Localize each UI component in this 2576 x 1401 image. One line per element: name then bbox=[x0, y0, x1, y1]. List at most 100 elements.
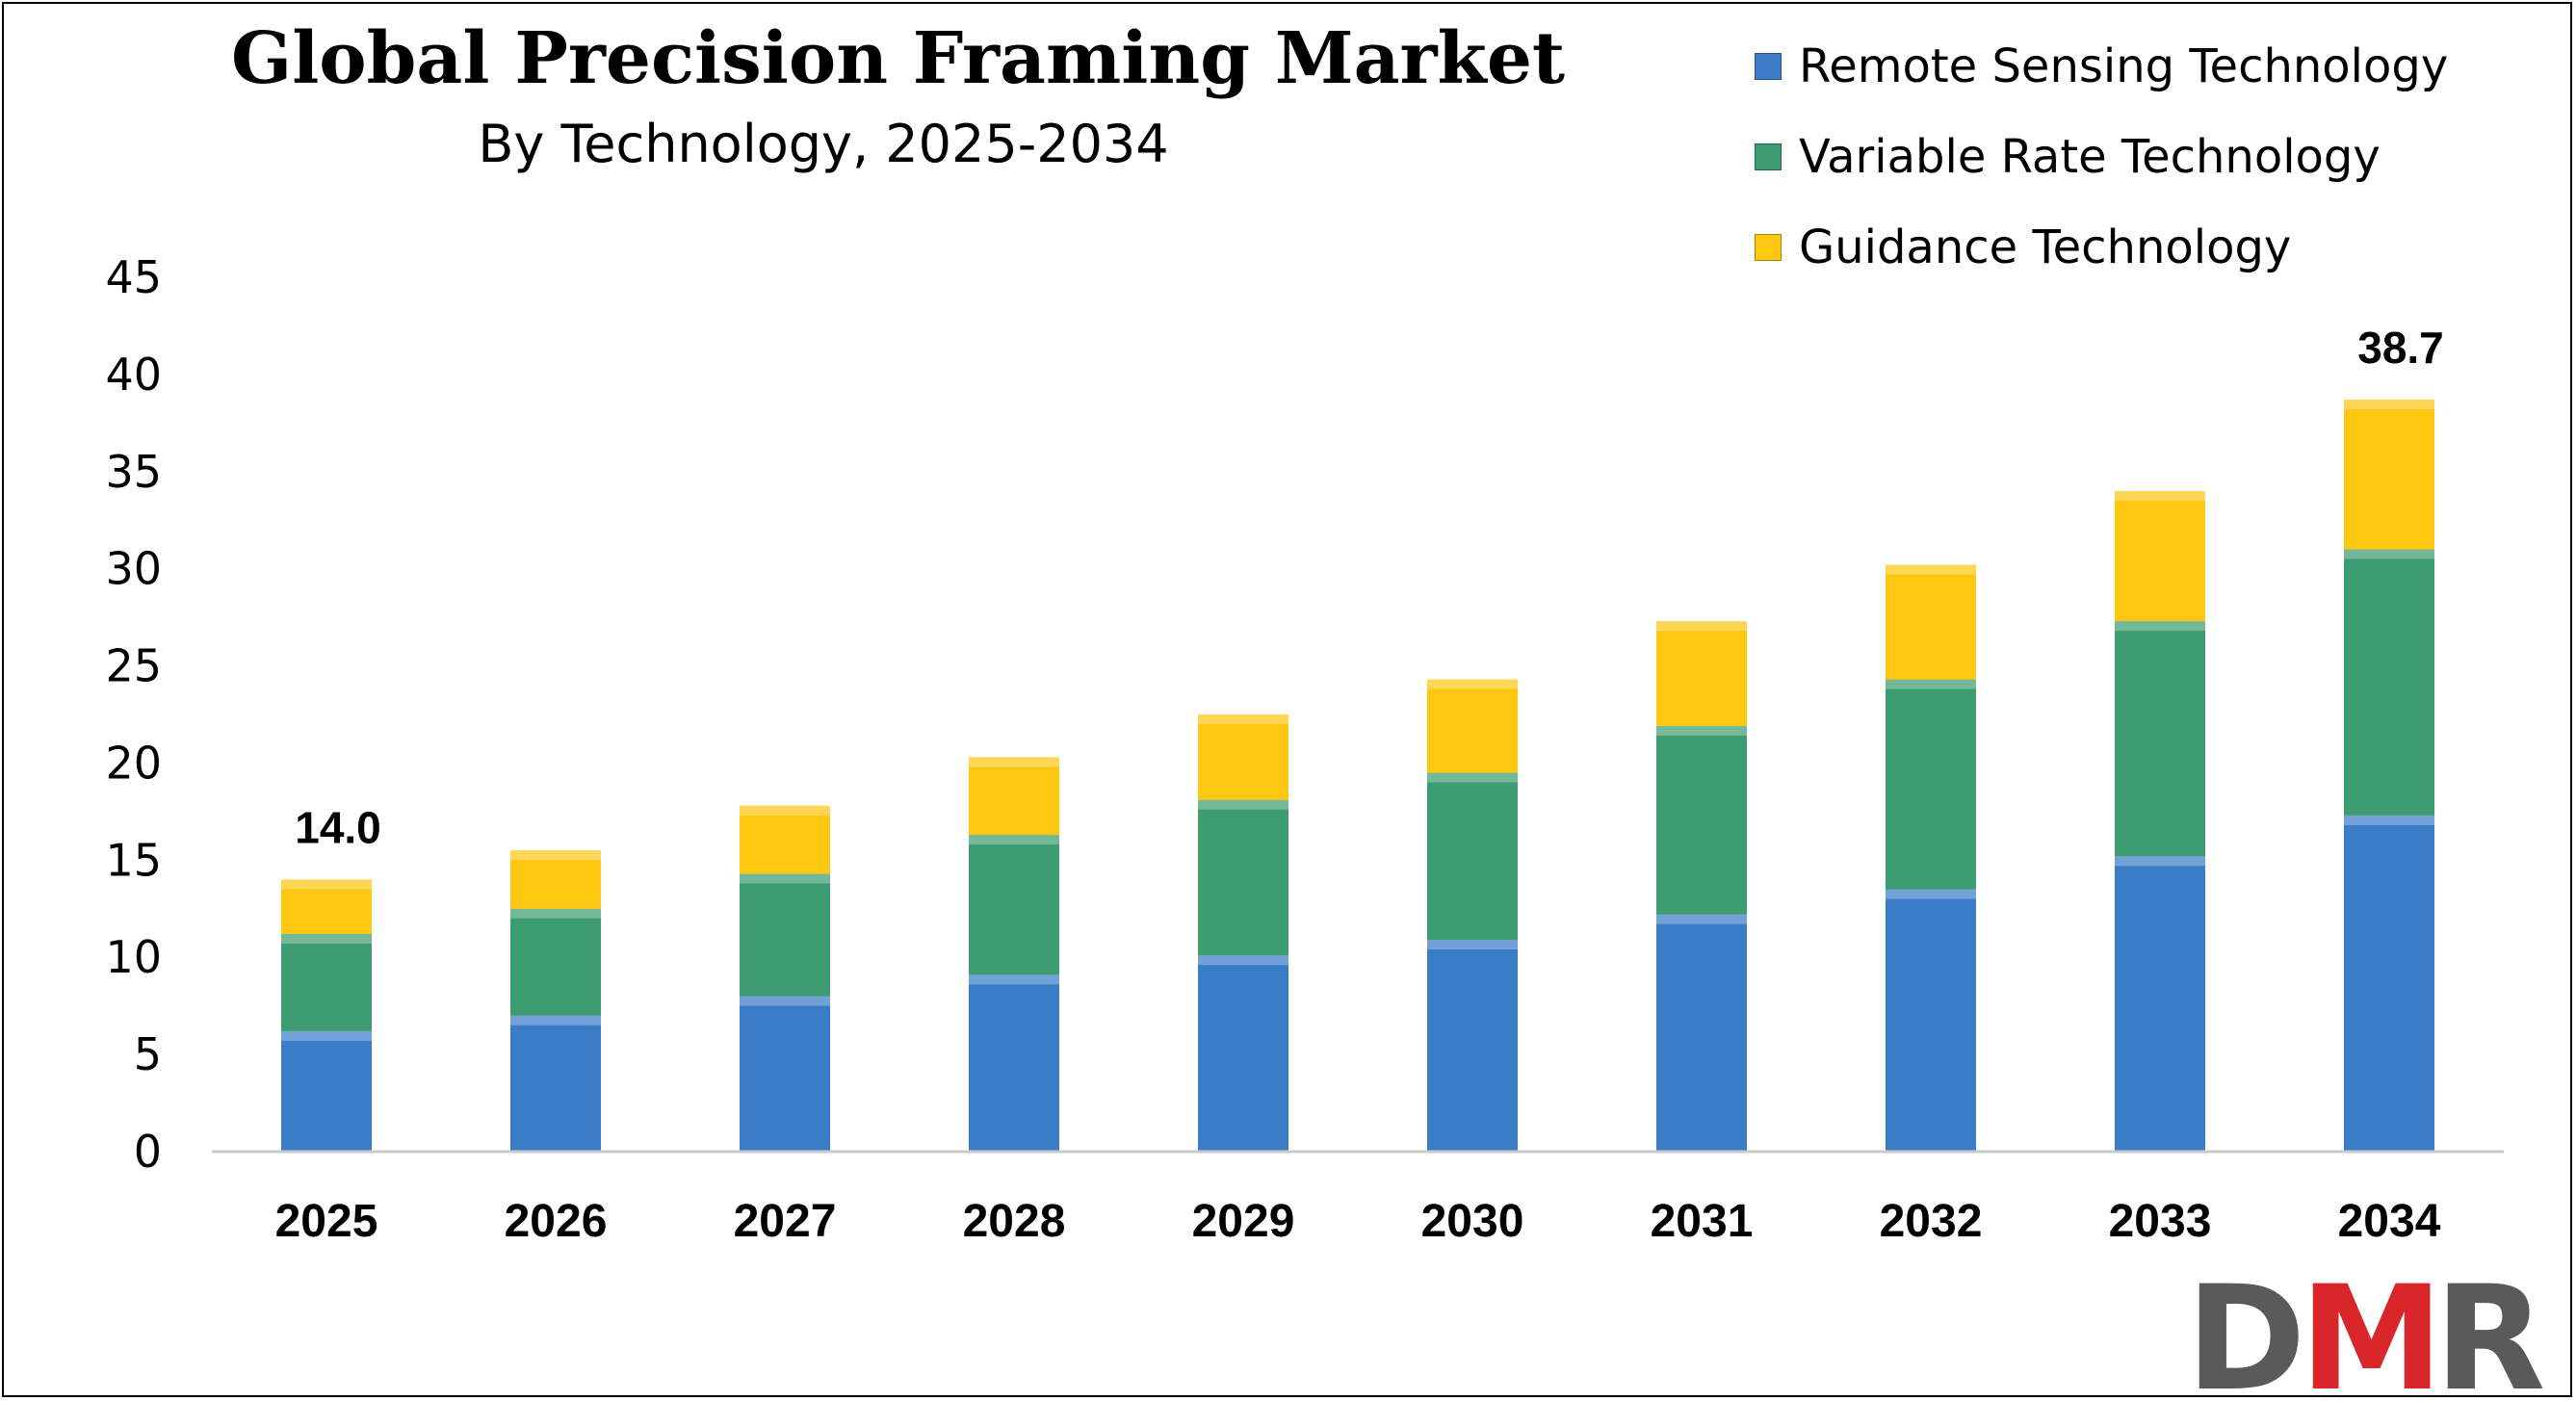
bar-segment-highlight bbox=[1198, 799, 1288, 810]
x-tick-label: 2030 bbox=[1421, 1196, 1524, 1247]
y-tick-label: 15 bbox=[105, 834, 162, 886]
bar-segment bbox=[969, 757, 1059, 836]
bar-segment bbox=[281, 1030, 372, 1152]
bar-segment bbox=[1427, 679, 1518, 773]
bar-segment-highlight bbox=[2344, 549, 2434, 559]
legend-label-guidance: Guidance Technology bbox=[1799, 221, 2292, 274]
legend-label-variable-rate: Variable Rate Technology bbox=[1799, 130, 2381, 184]
data-label: 38.7 bbox=[2357, 323, 2444, 373]
x-tick-label: 2028 bbox=[963, 1196, 1066, 1247]
bar-segment bbox=[1886, 889, 1976, 1152]
bar-segment-highlight bbox=[1656, 726, 1747, 737]
y-tick-label: 30 bbox=[105, 543, 162, 595]
bar-segment-highlight bbox=[1198, 955, 1288, 966]
legend-item-guidance: Guidance Technology bbox=[1755, 202, 2448, 293]
bar-segment bbox=[510, 908, 601, 1016]
bar-segment-highlight bbox=[1656, 914, 1747, 924]
y-tick-label: 5 bbox=[134, 1028, 162, 1080]
bar-segment bbox=[740, 873, 830, 997]
bar-segment bbox=[2344, 549, 2434, 816]
bar-segment-highlight bbox=[510, 908, 601, 919]
bar-segment-highlight bbox=[2344, 400, 2434, 410]
x-tick-label: 2031 bbox=[1651, 1196, 1754, 1247]
bar-group bbox=[281, 400, 2434, 1152]
bar-segment bbox=[2115, 490, 2205, 622]
bar-segment-highlight bbox=[969, 835, 1059, 845]
bar-segment bbox=[1427, 940, 1518, 1152]
bar-segment bbox=[740, 996, 830, 1152]
logo-letter-m: M bbox=[2300, 1263, 2443, 1398]
bar-segment bbox=[1198, 799, 1288, 956]
bar-segment bbox=[1656, 621, 1747, 727]
y-tick-label: 0 bbox=[134, 1126, 162, 1178]
y-tick-label: 20 bbox=[105, 737, 162, 789]
bar-segment-highlight bbox=[2115, 856, 2205, 867]
bar-segment bbox=[1886, 679, 1976, 890]
bar-segment bbox=[1656, 726, 1747, 915]
legend-item-remote-sensing: Remote Sensing Technology bbox=[1755, 21, 2448, 112]
chart-title: Global Precision Framing Market bbox=[231, 17, 1566, 100]
y-tick-label: 10 bbox=[105, 931, 162, 983]
bar-segment-highlight bbox=[740, 805, 830, 816]
legend-swatch-remote-sensing bbox=[1755, 53, 1782, 80]
bar-segment-highlight bbox=[1427, 940, 1518, 950]
y-tick-label: 25 bbox=[105, 640, 162, 692]
bar-segment-highlight bbox=[281, 1030, 372, 1041]
bar-segment-highlight bbox=[1427, 679, 1518, 689]
bar-segment-highlight bbox=[1886, 679, 1976, 689]
bar-segment bbox=[740, 805, 830, 874]
bar-segment bbox=[2344, 400, 2434, 550]
bar-segment bbox=[1198, 955, 1288, 1152]
logo-letter-d: D bbox=[2186, 1263, 2306, 1398]
bar-segment-highlight bbox=[281, 934, 372, 945]
legend: Remote Sensing Technology Variable Rate … bbox=[1755, 21, 2448, 293]
bar-segment-highlight bbox=[1198, 714, 1288, 724]
y-tick-label: 35 bbox=[105, 446, 162, 498]
bar-segment-highlight bbox=[281, 879, 372, 890]
x-tick-label: 2029 bbox=[1192, 1196, 1295, 1247]
bar-segment-highlight bbox=[1656, 621, 1747, 632]
logo-letter-r: R bbox=[2434, 1263, 2546, 1398]
bar-segment-highlight bbox=[2344, 815, 2434, 825]
bar-segment-highlight bbox=[969, 974, 1059, 985]
bar-segment-highlight bbox=[1427, 772, 1518, 783]
x-tick-label: 2032 bbox=[1880, 1196, 1983, 1247]
bar-segment bbox=[2344, 815, 2434, 1152]
bar-segment-highlight bbox=[1886, 564, 1976, 575]
y-axis: 0 5 10 15 20 25 30 35 40 45 bbox=[105, 251, 162, 1178]
bar-segment-highlight bbox=[510, 850, 601, 861]
bar-segment-highlight bbox=[740, 873, 830, 884]
x-axis: 2025 2026 2027 2028 2029 2030 2031 2032 2033 2034 bbox=[275, 1196, 2441, 1247]
bar-segment bbox=[1427, 772, 1518, 941]
y-tick-label: 40 bbox=[105, 349, 162, 401]
x-tick-label: 2025 bbox=[275, 1196, 378, 1247]
x-tick-label: 2034 bbox=[2338, 1196, 2441, 1247]
bar-segment bbox=[1886, 564, 1976, 680]
bar-segment-highlight bbox=[740, 996, 830, 1006]
data-label: 14.0 bbox=[295, 803, 381, 853]
bar-segment-highlight bbox=[969, 757, 1059, 767]
x-tick-label: 2033 bbox=[2109, 1196, 2212, 1247]
bar-segment bbox=[1656, 914, 1747, 1152]
bar-segment bbox=[1198, 714, 1288, 800]
legend-item-variable-rate: Variable Rate Technology bbox=[1755, 112, 2448, 202]
bar-segment-highlight bbox=[510, 1015, 601, 1025]
legend-swatch-variable-rate bbox=[1755, 143, 1782, 170]
chart-subtitle: By Technology, 2025-2034 bbox=[478, 114, 1169, 174]
bar-segment bbox=[2115, 621, 2205, 857]
bar-segment-highlight bbox=[1886, 889, 1976, 899]
bar-segment-highlight bbox=[2115, 621, 2205, 632]
y-tick-label: 45 bbox=[105, 251, 162, 303]
bar-segment bbox=[2115, 856, 2205, 1152]
bar-segment-highlight bbox=[2115, 490, 2205, 501]
legend-swatch-guidance bbox=[1755, 234, 1782, 261]
bar-segment bbox=[281, 934, 372, 1031]
bar-segment bbox=[510, 850, 601, 909]
bar-segment bbox=[969, 835, 1059, 975]
x-tick-label: 2026 bbox=[505, 1196, 608, 1247]
data-labels: 14.0 38.7 bbox=[295, 323, 2444, 852]
bar-segment bbox=[510, 1015, 601, 1152]
legend-label-remote-sensing: Remote Sensing Technology bbox=[1799, 39, 2449, 93]
dmr-logo: D M R bbox=[2186, 1263, 2546, 1398]
